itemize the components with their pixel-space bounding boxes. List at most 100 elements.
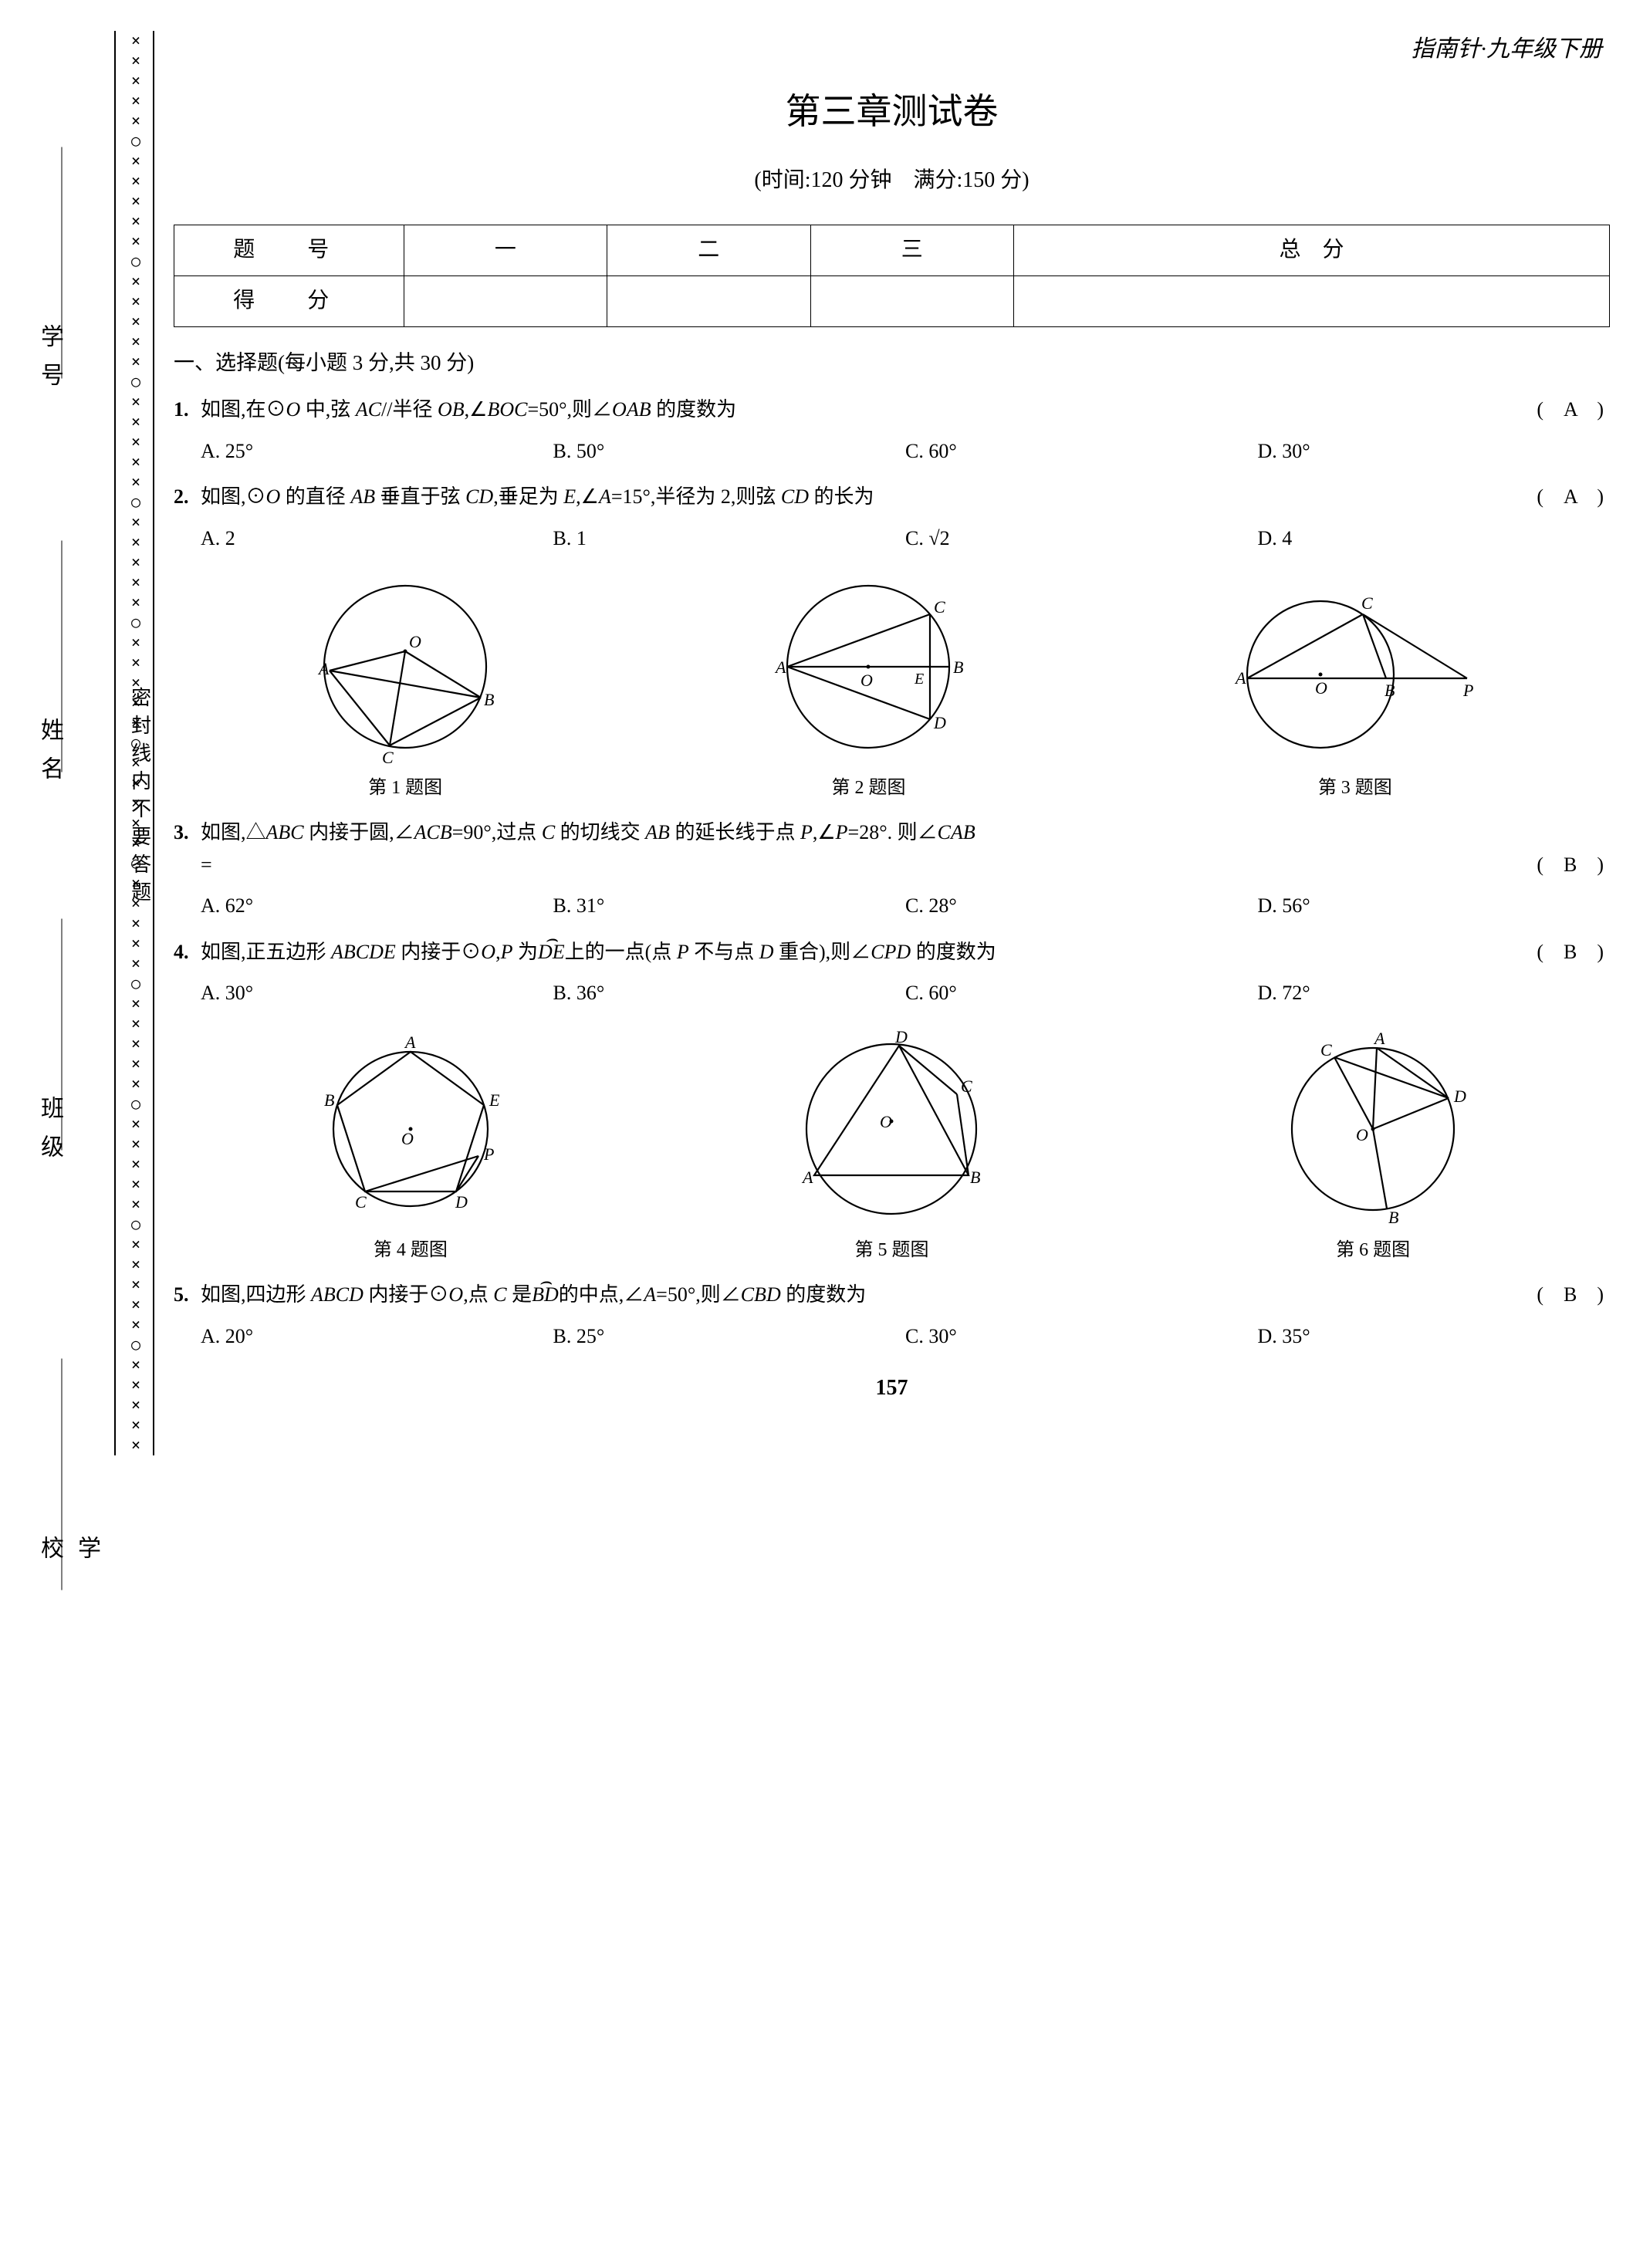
figure-4-caption: 第 4 题图 <box>310 1235 511 1265</box>
label-xuehao[interactable]: 学号 <box>31 324 68 401</box>
svg-text:O: O <box>1315 678 1327 698</box>
q1-options: A. 25° B. 50° C. 60° D. 30° <box>201 435 1610 468</box>
svg-text:B: B <box>1388 1208 1398 1227</box>
q2-num: 2. <box>174 481 189 513</box>
q2-opt-d[interactable]: D. 4 <box>1258 522 1611 555</box>
figure-2-svg: A O E B C D <box>768 574 969 767</box>
book-header: 指南针·九年级下册 <box>174 31 1610 68</box>
q3-opt-b[interactable]: B. 31° <box>553 890 906 922</box>
q1-opt-d[interactable]: D. 30° <box>1258 435 1611 468</box>
q4-opt-c[interactable]: C. 60° <box>905 977 1258 1009</box>
q2-answer[interactable]: ( A ) <box>1537 481 1604 513</box>
svg-text:A: A <box>317 659 330 678</box>
figure-6-caption: 第 6 题图 <box>1273 1235 1473 1265</box>
svg-text:C: C <box>961 1077 972 1096</box>
score-header-label: 题 号 <box>174 225 404 276</box>
q5-options: A. 20° B. 25° C. 30° D. 35° <box>201 1320 1610 1353</box>
figure-2: A O E B C D 第 2 题图 <box>768 574 969 803</box>
svg-text:O: O <box>401 1129 414 1148</box>
figures-row-2: A B C D E P O 第 4 题图 A B <box>174 1029 1610 1265</box>
svg-text:A: A <box>404 1033 416 1052</box>
q2-opt-c[interactable]: C. √2 <box>905 522 1258 555</box>
q3-opt-c[interactable]: C. 28° <box>905 890 1258 922</box>
svg-text:D: D <box>455 1192 468 1212</box>
svg-text:A: A <box>1234 668 1246 688</box>
svg-text:C: C <box>934 597 945 617</box>
question-4: 4. 如图,正五边形 ABCDE 内接于⊙O,P 为DE上的一点(点 P 不与点… <box>174 936 1610 1009</box>
figure-4: A B C D E P O 第 4 题图 <box>310 1029 511 1265</box>
side-label-column: 学号 姓名 班级 学校 <box>23 31 116 1455</box>
q2-options: A. 2 B. 1 C. √2 D. 4 <box>201 522 1610 555</box>
q3-num: 3. <box>174 816 189 849</box>
svg-text:A: A <box>1373 1029 1385 1048</box>
question-5: 5. 如图,四边形 ABCD 内接于⊙O,点 C 是BD的中点,∠A=50°,则… <box>174 1279 1610 1352</box>
q1-text: 如图,在⊙O 中,弦 AC//半径 OB,∠BOC=50°,则∠OAB 的度数为 <box>201 398 736 421</box>
score-cell-3[interactable] <box>810 276 1013 327</box>
main-content: 指南针·九年级下册 第三章测试卷 (时间:120 分钟 满分:150 分) 题 … <box>154 31 1610 1455</box>
q1-opt-a[interactable]: A. 25° <box>201 435 553 468</box>
svg-text:D: D <box>894 1029 908 1046</box>
score-col-2: 二 <box>607 225 810 276</box>
q5-answer[interactable]: ( B ) <box>1537 1279 1604 1311</box>
figure-1-svg: A O B C <box>305 574 505 767</box>
q5-opt-a[interactable]: A. 20° <box>201 1320 553 1353</box>
figure-5-svg: A B C D O <box>783 1029 999 1229</box>
svg-text:A: A <box>801 1168 813 1187</box>
q4-num: 4. <box>174 936 189 968</box>
q1-num: 1. <box>174 394 189 426</box>
q4-opt-d[interactable]: D. 72° <box>1258 977 1611 1009</box>
figure-5: A B C D O 第 5 题图 <box>783 1029 999 1265</box>
q2-opt-a[interactable]: A. 2 <box>201 522 553 555</box>
svg-text:B: B <box>970 1168 980 1187</box>
q4-options: A. 30° B. 36° C. 60° D. 72° <box>201 977 1610 1009</box>
figure-5-caption: 第 5 题图 <box>783 1235 999 1265</box>
figure-2-caption: 第 2 题图 <box>768 773 969 803</box>
figure-4-svg: A B C D E P O <box>310 1029 511 1229</box>
figure-6: C A D O B 第 6 题图 <box>1273 1029 1473 1265</box>
q3-answer[interactable]: ( B ) <box>1537 849 1604 881</box>
score-table: 题 号 一 二 三 总 分 得 分 <box>174 225 1610 327</box>
svg-text:O: O <box>1356 1125 1368 1144</box>
figure-1: A O B C 第 1 题图 <box>305 574 505 803</box>
q3-opt-a[interactable]: A. 62° <box>201 890 553 922</box>
q5-opt-d[interactable]: D. 35° <box>1258 1320 1611 1353</box>
label-xingming[interactable]: 姓名 <box>31 718 68 795</box>
label-xuexiao[interactable]: 学校 <box>31 1536 105 1574</box>
score-col-1: 一 <box>404 225 607 276</box>
q4-opt-b[interactable]: B. 36° <box>553 977 906 1009</box>
q3-options: A. 62° B. 31° C. 28° D. 56° <box>201 890 1610 922</box>
q4-opt-a[interactable]: A. 30° <box>201 977 553 1009</box>
score-cell-2[interactable] <box>607 276 810 327</box>
seal-line-column: ×××××○×××××○×××××○×××××○×××××○×××××○××××… <box>123 31 154 1455</box>
chapter-title: 第三章测试卷 <box>174 83 1610 140</box>
q1-opt-c[interactable]: C. 60° <box>905 435 1258 468</box>
score-cell-1[interactable] <box>404 276 607 327</box>
svg-text:E: E <box>489 1090 500 1110</box>
line-xuehao <box>62 147 63 379</box>
figure-1-caption: 第 1 题图 <box>305 773 505 803</box>
svg-text:C: C <box>1320 1040 1332 1060</box>
q4-text: 如图,正五边形 ABCDE 内接于⊙O,P 为DE上的一点(点 P 不与点 D … <box>201 941 996 963</box>
line-banji <box>62 919 63 1151</box>
svg-text:B: B <box>953 657 963 677</box>
q5-num: 5. <box>174 1279 189 1311</box>
q5-text: 如图,四边形 ABCD 内接于⊙O,点 C 是BD的中点,∠A=50°,则∠CB… <box>201 1283 866 1306</box>
svg-text:B: B <box>484 690 494 709</box>
label-banji[interactable]: 班级 <box>31 1096 68 1173</box>
seal-note: 密封线内不要答题 <box>128 687 150 909</box>
svg-text:P: P <box>483 1144 494 1164</box>
svg-text:B: B <box>1384 681 1395 700</box>
figure-3-caption: 第 3 题图 <box>1232 773 1479 803</box>
svg-text:D: D <box>933 713 946 732</box>
q2-opt-b[interactable]: B. 1 <box>553 522 906 555</box>
svg-text:O: O <box>409 632 421 651</box>
score-cell-total[interactable] <box>1014 276 1610 327</box>
q4-answer[interactable]: ( B ) <box>1537 936 1604 968</box>
q5-opt-c[interactable]: C. 30° <box>905 1320 1258 1353</box>
q5-opt-b[interactable]: B. 25° <box>553 1320 906 1353</box>
score-col-3: 三 <box>810 225 1013 276</box>
q3-opt-d[interactable]: D. 56° <box>1258 890 1611 922</box>
question-1: 1. 如图,在⊙O 中,弦 AC//半径 OB,∠BOC=50°,则∠OAB 的… <box>174 394 1610 467</box>
q1-answer[interactable]: ( A ) <box>1537 394 1604 426</box>
q1-opt-b[interactable]: B. 50° <box>553 435 906 468</box>
